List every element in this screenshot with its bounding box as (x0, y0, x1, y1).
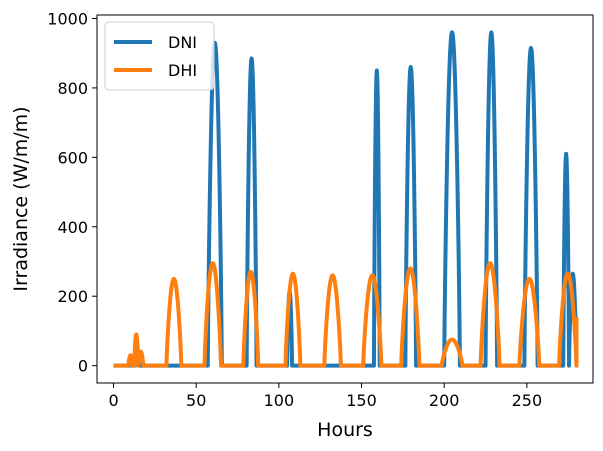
x-tick-label: 150 (346, 391, 377, 410)
series-line-dhi (111, 261, 579, 368)
y-tick-label: 400 (57, 218, 88, 237)
y-tick-label: 600 (57, 148, 88, 167)
y-tick-label: 1000 (47, 9, 88, 28)
y-tick-label: 800 (57, 79, 88, 98)
legend: DNI DHI (104, 21, 215, 91)
x-tick-label: 200 (429, 391, 460, 410)
y-tick-label: 0 (78, 357, 88, 376)
legend-box (104, 21, 215, 91)
x-tick-label: 100 (264, 391, 295, 410)
x-axis-label: Hours (317, 419, 373, 441)
y-tick-label: 200 (57, 287, 88, 306)
y-axis-label: Irradiance (W/m/m) (10, 106, 32, 291)
x-tick-label: 250 (512, 391, 543, 410)
legend-label-dni: DNI (168, 33, 197, 52)
legend-label-dhi: DHI (168, 61, 197, 80)
plot-frame (96, 14, 594, 384)
x-tick-label: 0 (108, 391, 118, 410)
x-tick-label: 50 (186, 391, 206, 410)
